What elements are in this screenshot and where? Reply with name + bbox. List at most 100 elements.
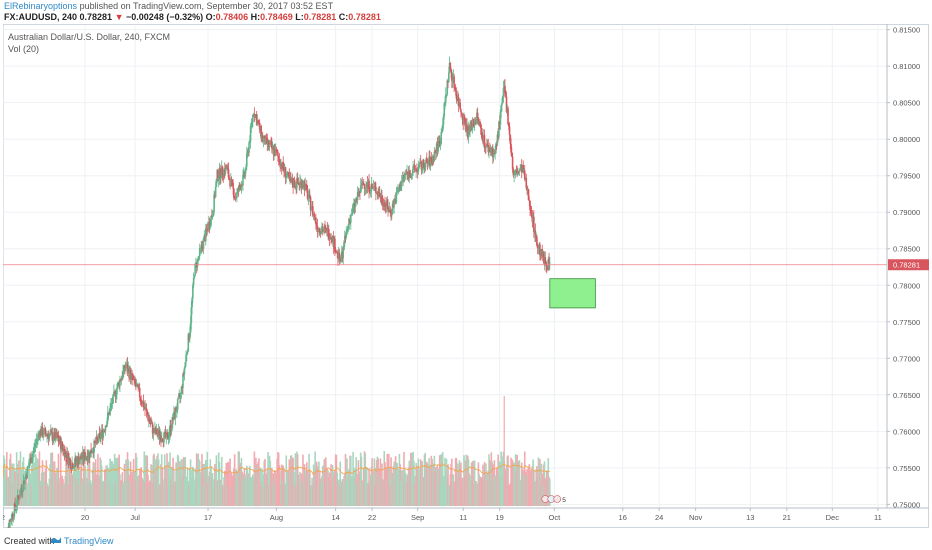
candle-body xyxy=(461,114,464,120)
candle-body xyxy=(291,178,294,185)
candle-body xyxy=(214,186,217,197)
candle-body xyxy=(507,108,509,125)
candle-body xyxy=(471,124,474,131)
candle-body xyxy=(372,186,375,189)
close-label: C: xyxy=(338,12,349,22)
volume-bar xyxy=(302,454,304,506)
candle-body xyxy=(277,156,280,159)
candle-body xyxy=(102,431,105,438)
candle-body xyxy=(411,172,414,175)
volume-bar xyxy=(51,452,54,506)
last-price-label: 0.78281 xyxy=(893,261,920,270)
candle-body xyxy=(151,423,154,434)
candle-body xyxy=(412,166,414,173)
candle-body xyxy=(132,379,135,381)
candle-body xyxy=(381,202,384,205)
candle-body xyxy=(161,439,164,442)
volume-bar xyxy=(294,453,297,506)
volume-bar xyxy=(267,452,269,506)
candle-body xyxy=(479,122,481,124)
candle-body xyxy=(391,203,394,214)
candle-body xyxy=(425,159,428,162)
candle-body xyxy=(148,418,151,423)
candle-body xyxy=(185,355,187,363)
candle-body xyxy=(49,432,51,435)
candle-body xyxy=(106,421,108,427)
candle-body xyxy=(16,495,19,506)
candle-body xyxy=(72,467,75,469)
candle-body xyxy=(27,466,29,468)
volume-bar xyxy=(206,451,209,506)
instrument-title: Australian Dollar/U.S. Dollar, 240, FXCM xyxy=(8,32,171,42)
candle-body xyxy=(275,149,278,151)
chart-area[interactable]: 5 0.81500 0.81000 0.80500 0.80000 0.79500 0.7… xyxy=(1,24,929,542)
candle-body xyxy=(96,436,98,440)
candle-body xyxy=(276,150,278,153)
volume-bar xyxy=(113,453,116,506)
candle-body xyxy=(288,175,291,180)
candle-body xyxy=(183,367,186,375)
candle-body xyxy=(165,432,168,438)
candle-body xyxy=(158,430,161,438)
chart-header: ElRebinaryoptions published on TradingVi… xyxy=(0,0,932,24)
candle-body xyxy=(418,164,420,167)
candle-body xyxy=(35,440,38,444)
candle-body xyxy=(395,191,398,203)
candle-body xyxy=(459,102,461,110)
candle-body xyxy=(177,396,180,400)
candle-body xyxy=(125,365,127,369)
volume-bar xyxy=(258,458,260,506)
candle-body xyxy=(69,460,72,469)
volume-bar xyxy=(57,453,60,506)
price-chart[interactable]: 5 0.81500 0.81000 0.80500 0.80000 0.79500 0.7… xyxy=(1,24,929,542)
time-tick-label: Nov xyxy=(689,513,703,522)
time-tick-label: 21 xyxy=(783,513,791,522)
author-link[interactable]: ElRebinaryoptions xyxy=(4,1,78,11)
candle-body xyxy=(519,167,521,171)
candle-body xyxy=(512,169,515,176)
candle-body xyxy=(110,404,112,408)
candle-body xyxy=(410,174,413,178)
grid-lines xyxy=(2,24,929,528)
candle-body xyxy=(171,417,174,429)
candle-body xyxy=(73,464,76,468)
candle-body xyxy=(93,440,95,453)
candle-body xyxy=(390,212,392,214)
candle-body xyxy=(334,238,336,253)
candle-body xyxy=(523,170,526,180)
candle-body xyxy=(107,412,109,422)
candle-body xyxy=(225,166,228,169)
candle-body xyxy=(365,187,367,189)
time-tick-label: Oct xyxy=(549,513,562,522)
volume-bar xyxy=(413,460,415,506)
price-tick-label: 0.77000 xyxy=(893,354,920,363)
candle-body xyxy=(191,298,193,308)
tradingview-brand[interactable]: TradingView xyxy=(64,536,114,546)
created-with-text: Created with xyxy=(4,536,55,546)
candle-body xyxy=(138,387,141,398)
candle-body xyxy=(114,391,117,398)
candle-body xyxy=(507,124,510,127)
candle-body xyxy=(124,368,127,371)
candle-body xyxy=(446,80,449,95)
candle-body xyxy=(343,242,345,251)
candle-body xyxy=(501,95,504,104)
candle-body xyxy=(525,177,528,188)
candle-body xyxy=(115,394,117,398)
candle-body xyxy=(454,87,456,89)
price-tick-label: 0.80500 xyxy=(893,99,920,108)
price-tick-label: 0.76000 xyxy=(893,427,920,436)
candle-body xyxy=(198,248,201,257)
candle-body xyxy=(386,200,389,207)
candle-body xyxy=(204,228,207,242)
price-tick-label: 0.78500 xyxy=(893,245,920,254)
candle-body xyxy=(28,465,30,467)
volume-bar xyxy=(135,456,138,506)
candle-body xyxy=(345,231,348,238)
low-value: 0.78281 xyxy=(303,12,337,22)
candle-body xyxy=(442,116,445,125)
candle-body xyxy=(248,142,250,153)
candle-body xyxy=(447,72,450,83)
candle-body xyxy=(130,373,133,380)
candle-body xyxy=(371,183,373,188)
